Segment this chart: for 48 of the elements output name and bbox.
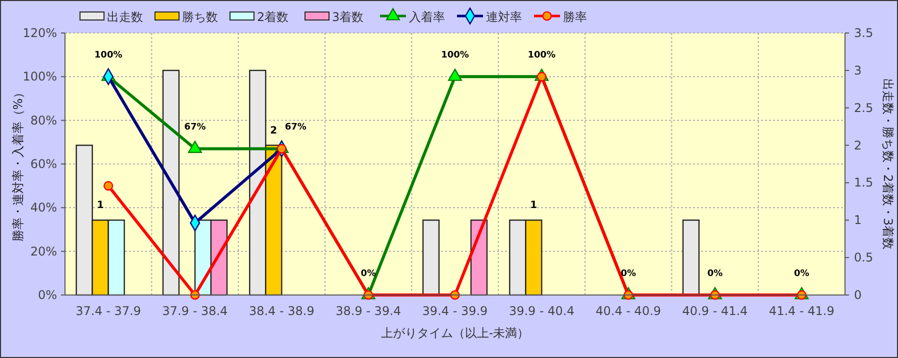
y2-tick-label: 3: [854, 63, 862, 78]
x-tick-label: 38.9 - 39.4: [336, 304, 402, 318]
y2-tick-label: 0.5: [854, 250, 874, 265]
y-tick-label: 40%: [30, 200, 57, 215]
y-axis-title: 勝率・連対率・入着率（%）: [11, 86, 25, 242]
legend-label: 連対率: [486, 10, 522, 24]
data-label: 0%: [620, 269, 636, 279]
y-tick-label: 60%: [30, 157, 57, 171]
data-label: 100%: [94, 50, 122, 61]
x-axis-title: 上がりタイム（以上-未満）: [380, 326, 530, 340]
legend-label: 3着数: [332, 10, 364, 24]
x-tick-label: 38.4 - 38.9: [248, 304, 314, 318]
x-tick-label: 37.9 - 38.4: [162, 304, 228, 318]
y2-tick-label: 0: [854, 288, 862, 302]
data-label: 100%: [528, 50, 556, 61]
y2-tick-label: 2.5: [854, 100, 874, 115]
data-label: 0%: [360, 269, 376, 279]
y2-tick-label: 2: [854, 138, 862, 152]
x-tick-label: 41.4 - 41.9: [768, 304, 834, 318]
bar: [162, 70, 180, 296]
legend-label: 勝ち数: [182, 10, 218, 24]
data-label: 67%: [284, 122, 306, 133]
data-label: 67%: [184, 122, 206, 133]
data-label: 100%: [441, 50, 469, 61]
x-tick-label: 39.9 - 40.4: [508, 304, 574, 318]
data-label: 1: [96, 200, 104, 212]
data-label: 0%: [794, 269, 810, 279]
y2-axis-title: 出走数・勝ち数・2着数・3着数: [881, 78, 895, 250]
point: [104, 181, 114, 191]
data-label: 2: [270, 125, 278, 136]
y2-tick-label: 1: [854, 213, 862, 228]
y2-tick-label: 1.5: [854, 176, 874, 190]
x-tick-label: 40.4 - 40.9: [596, 304, 662, 318]
y-tick-label: 120%: [22, 26, 57, 40]
x-tick-label: 40.9 - 41.4: [682, 304, 748, 318]
legend-label: 2着数: [257, 10, 289, 24]
x-tick-label: 37.4 - 37.9: [76, 304, 142, 318]
y-tick-label: 0%: [38, 288, 57, 302]
x-tick-label: 39.4 - 39.9: [422, 304, 488, 318]
legend-label: 勝率: [563, 10, 587, 24]
y-tick-label: 100%: [22, 70, 57, 84]
y2-tick-label: 3.5: [854, 26, 874, 40]
y-tick-label: 80%: [30, 113, 57, 128]
data-label: 0%: [707, 269, 723, 279]
y-tick-label: 20%: [30, 244, 57, 258]
legend-label: 入着率: [409, 10, 445, 24]
legend-label: 出走数: [107, 10, 143, 24]
data-label: 1: [530, 200, 538, 212]
